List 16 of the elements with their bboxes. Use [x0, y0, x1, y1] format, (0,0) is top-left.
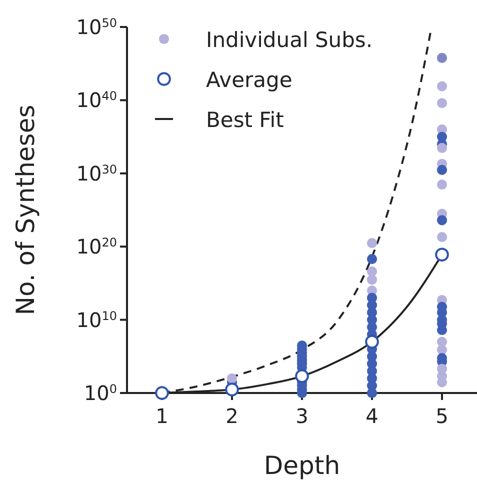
y-tick-label: 10$^{50}$	[76, 15, 117, 39]
x-tick-label: 1	[156, 404, 168, 428]
x-tick-label: 3	[296, 404, 308, 428]
x-axis-title: Depth	[264, 451, 340, 480]
legend-label: Average	[206, 68, 292, 92]
x-tick-label: 2	[226, 404, 238, 428]
legend-label: Individual Subs.	[206, 28, 373, 52]
legend-label: Best Fit	[206, 108, 284, 132]
y-tick-label: 10$^{0}$	[84, 381, 117, 405]
y-tick-label: 10$^{30}$	[76, 161, 117, 186]
y-tick-label: 10$^{10}$	[76, 308, 117, 332]
y-tick-label: 10$^{40}$	[76, 88, 117, 112]
x-tick-label: 4	[366, 404, 378, 428]
y-axis-title: No. of Syntheses	[11, 104, 40, 316]
x-tick-label: 5	[436, 404, 448, 428]
y-tick-label: 10$^{20}$	[76, 234, 117, 259]
